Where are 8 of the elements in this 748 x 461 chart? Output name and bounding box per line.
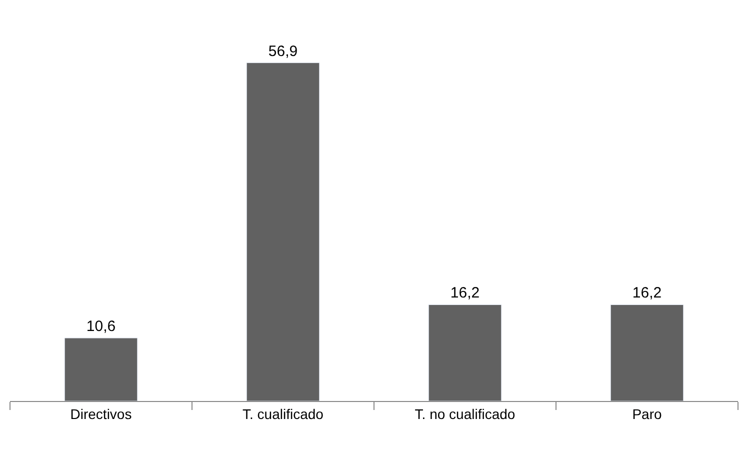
x-tick-label: Paro [632, 406, 662, 422]
x-tick-label: T. cualificado [242, 406, 324, 422]
data-label: 10,6 [86, 318, 116, 335]
x-tick-label: T. no cualificado [414, 406, 516, 422]
data-label: 56,9 [268, 42, 298, 60]
x-tick-label: Directivos [70, 406, 132, 422]
data-label: 16,2 [632, 284, 662, 302]
data-label: 16,2 [450, 284, 480, 302]
